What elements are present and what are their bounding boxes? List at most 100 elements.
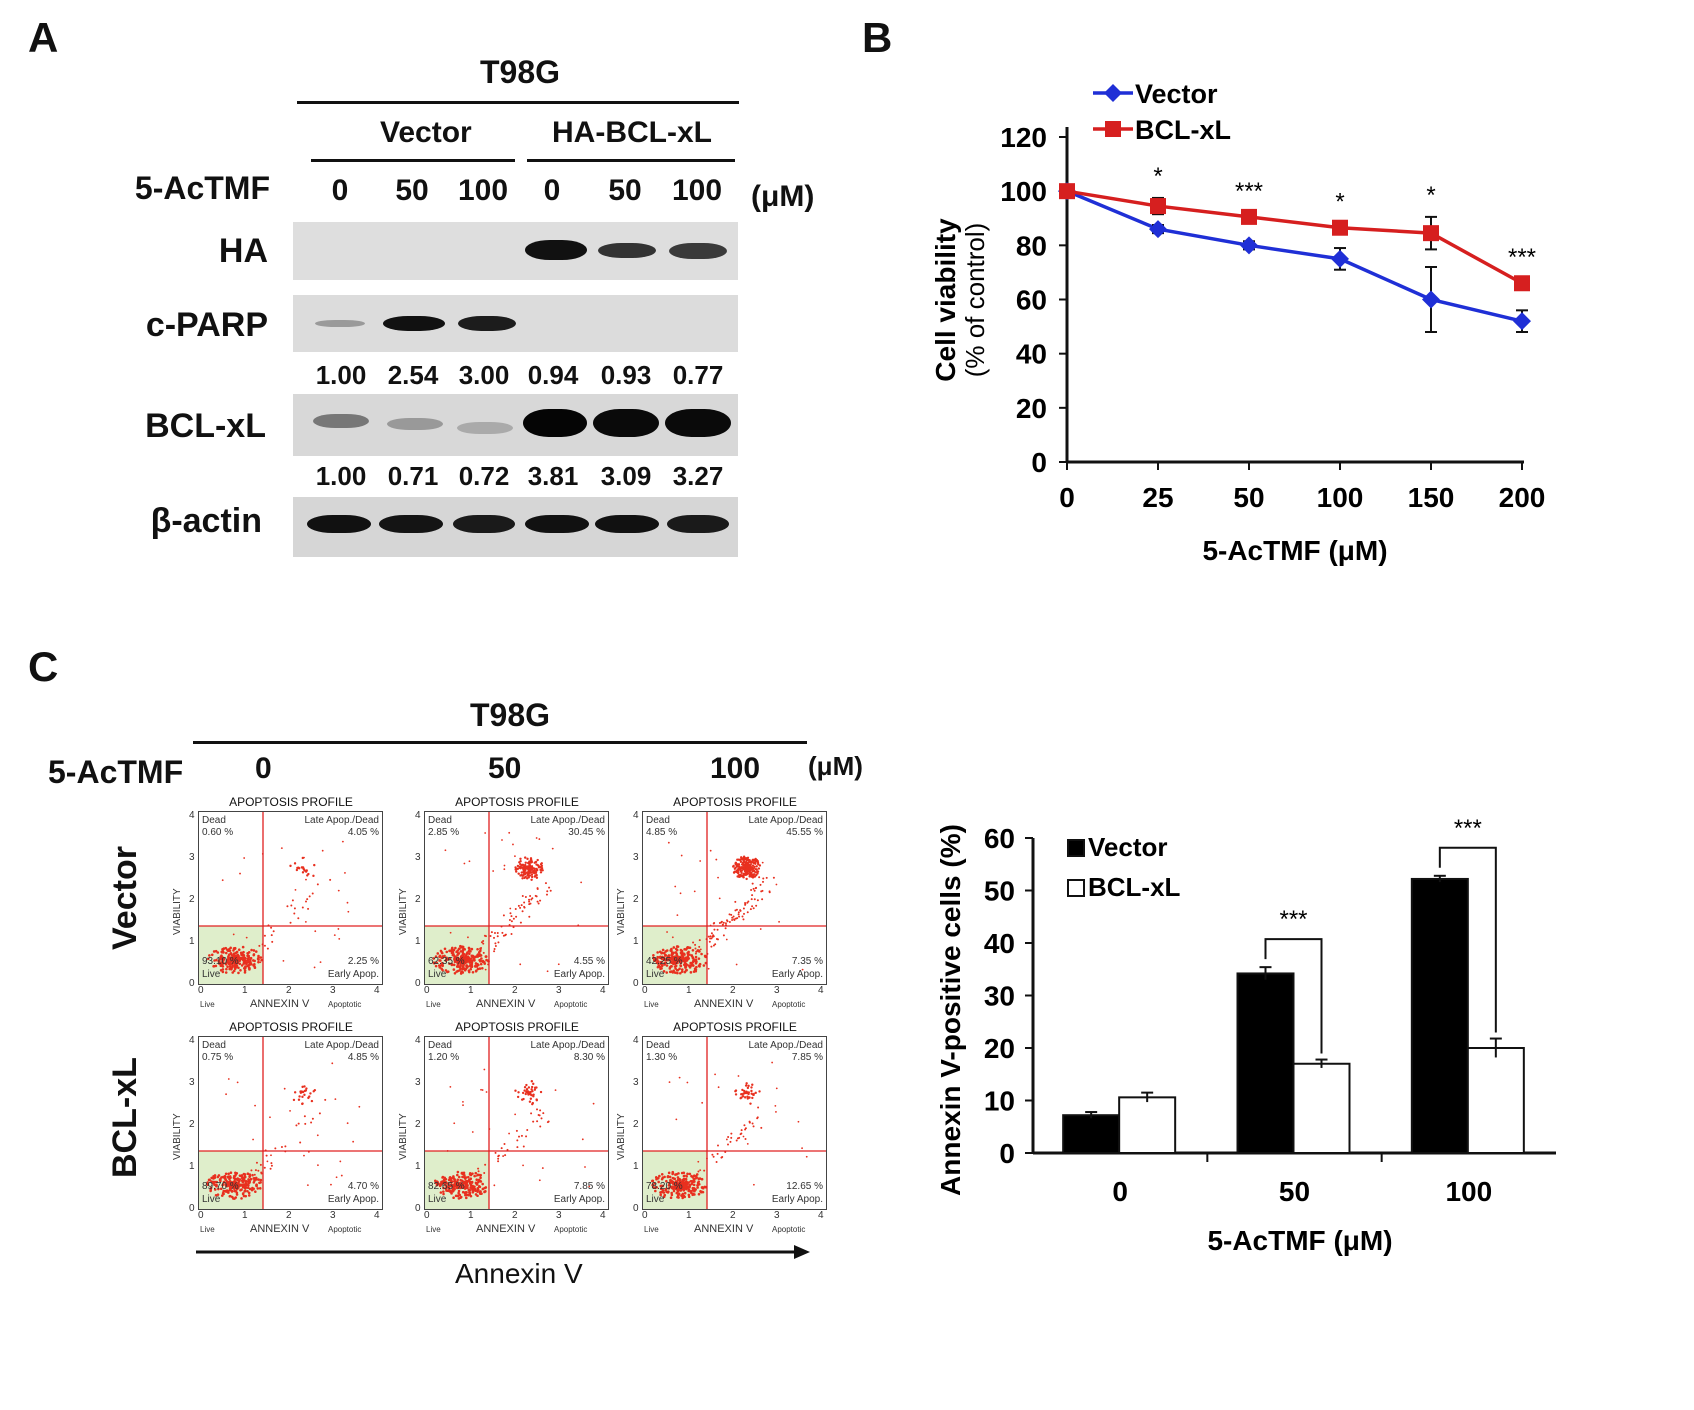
event-dot [674,951,678,954]
facs-area: Dead 0.75 % Late Apop./Dead 4.85 % 4.70 % Ear… [198,1036,383,1210]
x-tick-label: 0 [1059,482,1075,513]
point-bcl [1423,225,1439,242]
event-dot [525,1135,528,1138]
q-live-value: 78.20 % [646,1181,683,1192]
event-dot [510,932,513,935]
event-dot [438,955,441,959]
event-dot [752,1183,755,1186]
event-dot [676,968,680,972]
event-dot [755,865,758,868]
event-dot [674,964,678,968]
event-dot [728,921,731,924]
q-early-value: 2.25 % [347,956,379,967]
facs-y-tick: 4 [189,1035,195,1046]
event-dot [678,1076,681,1079]
event-dot [659,967,662,971]
event-dot [510,920,513,923]
event-dot [656,1176,660,1180]
event-dot [534,874,537,877]
event-dot [665,971,669,974]
bar-vector [1410,877,1469,1154]
event-dot [215,958,218,962]
facs-y-title: VIABILITY [616,888,627,935]
event-dot [805,1155,808,1158]
event-dot [671,1187,675,1190]
facs-y-tick: 2 [189,894,195,905]
event-dot [490,931,493,934]
event-dot [497,1160,500,1163]
q-live-value: 82.65 % [428,1181,465,1192]
event-dot [735,963,738,966]
event-dot [452,968,456,971]
significance-marker: *** [1235,178,1263,205]
event-dot [503,864,506,867]
event-dot [748,1120,751,1123]
event-dot [680,1187,684,1191]
facs-x-tick: 2 [286,985,292,996]
event-dot [539,863,543,866]
event-dot [707,935,710,938]
event-dot [233,947,237,950]
event-dot [735,870,738,874]
event-dot [434,964,438,968]
point-vector [1240,236,1258,255]
event-dot [441,964,444,968]
event-dot [726,1143,729,1146]
event-dot [247,1191,251,1195]
event-dot [759,928,762,930]
facs-apoptotic-tick: Apoptotic [772,1000,806,1009]
facs-x-title: ANNEXIN V [694,1223,754,1235]
event-dot [731,918,734,921]
panel-a-cell-line-rule [297,101,739,104]
event-dot [689,971,693,974]
event-dot [233,1182,237,1185]
event-dot [237,971,240,975]
event-dot [468,952,471,956]
facs-plot: APOPTOSIS PROFILE Dead 1.20 % Late Apop./De… [398,1020,612,1235]
event-dot [679,948,683,952]
event-dot [471,1189,475,1192]
event-dot [528,1100,532,1103]
event-dot [297,1122,300,1125]
event-dot [451,1189,455,1193]
event-dot [459,1196,462,1199]
event-dot [453,1187,456,1191]
event-dot [480,941,483,944]
event-dot [684,956,688,960]
event-dot [297,917,300,920]
event-dot [797,1120,800,1123]
event-dot [224,951,228,955]
event-dot [710,945,713,948]
event-dot [526,1090,530,1093]
event-dot [768,891,771,894]
event-dot [715,858,718,861]
facs-x-tick: 1 [468,1210,474,1221]
q-dead-value: 0.60 % [202,827,234,838]
event-dot [697,949,701,953]
event-dot [750,1086,753,1089]
facs-x-title: ANNEXIN V [250,1223,310,1235]
event-dot [221,1183,224,1187]
event-dot [448,957,452,960]
event-dot [247,956,251,959]
event-dot [221,948,224,951]
event-dot [238,1174,242,1177]
event-dot [213,1183,216,1186]
facs-y-tick: 0 [633,978,639,989]
q-late-label: Late Apop./Dead [304,1040,379,1051]
event-dot [444,849,447,852]
facs-title: APOPTOSIS PROFILE [673,1020,797,1034]
facs-x-tick: 4 [374,985,380,996]
event-dot [253,959,256,963]
x-axis-title: 5-AcTMF (μM) [1207,1225,1392,1256]
event-dot [478,967,482,970]
event-dot [452,963,456,967]
event-dot [682,952,686,956]
event-dot [460,971,463,974]
q-dead-label: Dead [646,1040,670,1051]
event-dot [229,1175,232,1178]
event-dot [666,1175,670,1179]
event-dot [479,962,483,966]
event-dot [484,935,487,938]
event-dot [536,1120,539,1123]
